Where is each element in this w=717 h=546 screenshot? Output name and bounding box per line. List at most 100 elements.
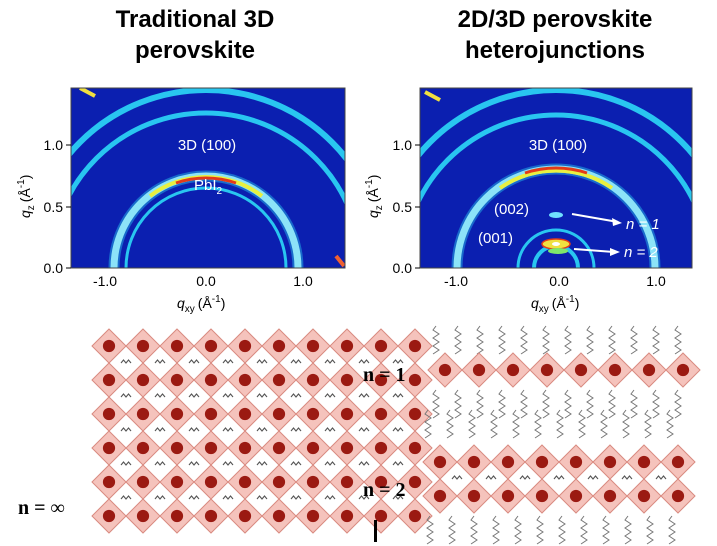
organic-cation: [290, 495, 302, 500]
organic-cation: [256, 393, 268, 398]
lead-atom: [340, 441, 354, 455]
lead-atom: [306, 441, 320, 455]
left-plot-frame: [70, 87, 346, 269]
organic-cation: [358, 427, 370, 432]
organic-cation: [154, 359, 166, 364]
n-infinity-label: n = ∞: [18, 497, 65, 519]
left-ring-100-peak: [175, 176, 237, 185]
organic-cation: [120, 427, 132, 432]
left-title-line1: Traditional 3D: [115, 6, 275, 33]
right-xlabel-exp: -1: [566, 294, 575, 305]
lead-atom: [238, 441, 252, 455]
organic-spacer-chain: [476, 389, 484, 419]
lead-atom: [374, 339, 388, 353]
right-ylabel-exp: -1: [364, 179, 375, 188]
organic-cation: [188, 461, 200, 466]
left-xtick-label-neg1: -1.0: [93, 273, 117, 289]
lead-atom: [272, 407, 286, 421]
lead-atom: [408, 441, 422, 455]
right-arrow-n2-head: [610, 248, 620, 256]
organic-spacer-chain: [454, 325, 462, 355]
lead-atom: [238, 509, 252, 523]
organic-cation: [222, 393, 234, 398]
lead-atom: [472, 363, 486, 377]
left-corner-hotspot: [79, 88, 96, 98]
organic-spacer-chain: [608, 325, 616, 355]
lead-atom: [501, 489, 515, 503]
lead-atom: [535, 455, 549, 469]
organic-spacer-chain: [514, 515, 522, 545]
lead-atom: [569, 489, 583, 503]
left-ylabel-q: q: [17, 210, 33, 218]
right-xtick-label-neg1: -1.0: [444, 273, 468, 289]
organic-spacer-chain: [470, 515, 478, 545]
lead-atom: [374, 373, 388, 387]
organic-cation: [256, 427, 268, 432]
organic-cation: [188, 427, 200, 432]
organic-cation: [587, 475, 599, 480]
left-ring-pbi2: [124, 186, 288, 268]
organic-spacer-chain: [608, 389, 616, 419]
organic-spacer-chain: [644, 409, 652, 439]
left-ylabel-close: ): [17, 175, 33, 180]
left-title: Traditional 3D perovskite: [60, 4, 330, 66]
right-ring-label: 3D (100): [529, 137, 587, 154]
lead-atom: [102, 373, 116, 387]
organic-spacer-chain: [630, 325, 638, 355]
lead-atom: [506, 363, 520, 377]
organic-cation: [290, 359, 302, 364]
lead-atom: [408, 339, 422, 353]
right-title: 2D/3D perovskite heterojunctions: [405, 4, 705, 66]
right-ring-2: [420, 88, 692, 158]
right-ylabel: qz (Å-1): [364, 175, 385, 218]
lead-atom: [637, 455, 651, 469]
organic-spacer-chain: [424, 409, 432, 439]
organic-cation: [154, 461, 166, 466]
organic-cation: [324, 359, 336, 364]
right-xtick-label-1: 1.0: [646, 273, 666, 289]
organic-spacer-chain: [586, 389, 594, 419]
organic-spacer-chain: [454, 389, 462, 419]
lead-atom: [306, 339, 320, 353]
left-ylabel-sub: z: [26, 205, 37, 210]
lead-atom: [238, 407, 252, 421]
lead-atom: [204, 373, 218, 387]
right-ytick-label-05: 0.5: [393, 199, 413, 215]
right-peak-002: [549, 212, 563, 218]
right-arrow-n1-line: [571, 213, 619, 223]
organic-cation: [392, 393, 404, 398]
left-xtick-label-0: 0.0: [196, 273, 216, 289]
lead-atom: [238, 339, 252, 353]
organic-spacer-chain: [432, 325, 440, 355]
lead-atom: [272, 339, 286, 353]
organic-spacer-chain: [674, 325, 682, 355]
lead-atom: [204, 475, 218, 489]
lead-atom: [170, 373, 184, 387]
organic-cation: [358, 359, 370, 364]
organic-cation: [120, 495, 132, 500]
lead-atom: [408, 373, 422, 387]
organic-spacer-chain: [630, 389, 638, 419]
lead-atom: [603, 455, 617, 469]
crystal-structure-3d: [91, 328, 433, 534]
organic-spacer-chain: [668, 515, 676, 545]
lead-atom: [136, 339, 150, 353]
organic-cation: [324, 427, 336, 432]
organic-spacer-chain: [674, 389, 682, 419]
lead-atom: [374, 441, 388, 455]
lead-atom: [340, 407, 354, 421]
left-title-line2: perovskite: [134, 37, 256, 64]
organic-cation: [154, 427, 166, 432]
organic-cation: [222, 427, 234, 432]
lead-atom: [438, 363, 452, 377]
organic-cation: [120, 393, 132, 398]
right-arrow-n1-label: n = 1: [626, 216, 660, 233]
lead-atom: [204, 509, 218, 523]
organic-cation: [621, 475, 633, 480]
lead-atom: [467, 489, 481, 503]
organic-cation: [188, 495, 200, 500]
lead-atom: [501, 455, 515, 469]
lead-atom: [671, 489, 685, 503]
lead-atom: [170, 509, 184, 523]
organic-spacer-chain: [564, 325, 572, 355]
